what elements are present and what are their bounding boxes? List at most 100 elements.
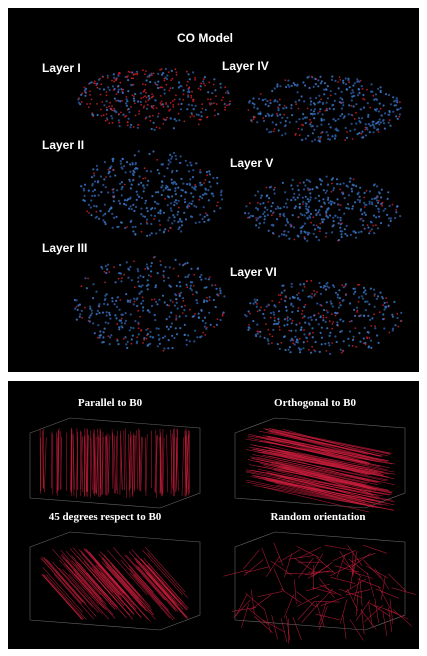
cloud-point — [189, 202, 191, 204]
cloud-point — [286, 218, 288, 220]
cloud-point — [194, 330, 196, 332]
cloud-point — [298, 118, 300, 120]
cloud-point — [191, 281, 193, 283]
cloud-point — [279, 215, 281, 217]
cloud-point — [400, 107, 402, 109]
cloud-point — [263, 120, 265, 122]
cloud-point — [320, 132, 322, 134]
cloud-point — [399, 113, 401, 115]
cloud-point — [284, 79, 286, 81]
cloud-point — [305, 196, 307, 198]
cloud-point — [191, 91, 193, 93]
cloud-point — [171, 156, 173, 158]
cloud-point — [398, 116, 400, 118]
cloud-point — [150, 276, 152, 278]
cloud-point — [372, 124, 374, 126]
cloud-point — [124, 336, 126, 338]
cloud-point — [364, 192, 366, 194]
cloud-point — [351, 123, 353, 125]
cloud-point — [255, 224, 257, 226]
cloud-point — [371, 202, 373, 204]
cloud-point — [210, 99, 212, 101]
cloud-point — [327, 97, 329, 99]
cloud-point — [146, 170, 148, 172]
cloud-point — [283, 206, 285, 208]
cloud-point — [208, 312, 210, 314]
cloud-point — [81, 317, 83, 319]
cloud-point — [178, 275, 180, 277]
cloud-point — [267, 304, 269, 306]
cloud-point — [329, 139, 331, 141]
cloud-point — [313, 86, 315, 88]
cloud-point — [340, 233, 342, 235]
cloud-point — [217, 113, 219, 115]
cloud-point — [367, 116, 369, 118]
cloud-point — [263, 211, 265, 213]
cloud-point — [209, 104, 211, 106]
cloud-point — [278, 129, 280, 131]
cloud-point — [364, 301, 366, 303]
cloud-point — [386, 214, 388, 216]
cloud-point — [91, 310, 93, 312]
cloud-point — [290, 184, 292, 186]
cloud-point — [133, 95, 135, 97]
cloud-point — [318, 136, 320, 138]
cloud-point — [130, 313, 132, 315]
cloud-point — [168, 316, 170, 318]
cloud-point — [320, 98, 322, 100]
cloud-point — [103, 104, 105, 106]
cloud-point — [124, 227, 126, 229]
cloud-point — [132, 179, 134, 181]
cloud-point — [377, 208, 379, 210]
cloud-point — [81, 285, 83, 287]
cloud-point — [312, 216, 314, 218]
cloud-point — [323, 93, 325, 95]
cloud-point — [264, 215, 266, 217]
cloud-point — [384, 302, 386, 304]
cloud-point — [130, 221, 132, 223]
cloud-point — [111, 189, 113, 191]
cloud-point — [206, 300, 208, 302]
cloud-point — [173, 204, 175, 206]
cloud-point — [318, 95, 320, 97]
cloud-point — [273, 314, 275, 316]
cloud-point — [93, 172, 95, 174]
cloud-point — [195, 186, 197, 188]
cloud-point — [142, 69, 144, 71]
cloud-point — [383, 309, 385, 311]
cloud-point — [136, 336, 138, 338]
cloud-point — [176, 214, 178, 216]
cloud-point — [275, 208, 277, 210]
cloud-point — [175, 183, 177, 185]
cloud-point — [331, 328, 333, 330]
cloud-point — [169, 154, 171, 156]
cloud-point — [100, 83, 102, 85]
cloud-point — [143, 187, 145, 189]
cloud-point — [119, 125, 121, 127]
cloud-point — [120, 163, 122, 165]
cloud-point — [301, 313, 303, 315]
cloud-point — [95, 291, 97, 293]
cloud-point — [117, 343, 119, 345]
cloud-point — [306, 116, 308, 118]
cloud-point — [204, 334, 206, 336]
cloud-point — [392, 328, 394, 330]
cloud-point — [305, 138, 307, 140]
cloud-point — [324, 203, 326, 205]
cloud-point — [171, 222, 173, 224]
cloud-point — [248, 212, 250, 214]
cloud-point — [385, 297, 387, 299]
cloud-point — [297, 197, 299, 199]
cloud-point — [336, 178, 338, 180]
cloud-point — [282, 285, 284, 287]
cloud-point — [267, 201, 269, 203]
cloud-point — [394, 217, 396, 219]
cloud-point — [164, 198, 166, 200]
cloud-point — [330, 303, 332, 305]
layer-label: Layer II — [42, 138, 84, 152]
cloud-point — [190, 268, 192, 270]
cloud-point — [319, 316, 321, 318]
cloud-point — [317, 85, 319, 87]
cloud-point — [279, 329, 281, 331]
cloud-point — [131, 77, 133, 79]
